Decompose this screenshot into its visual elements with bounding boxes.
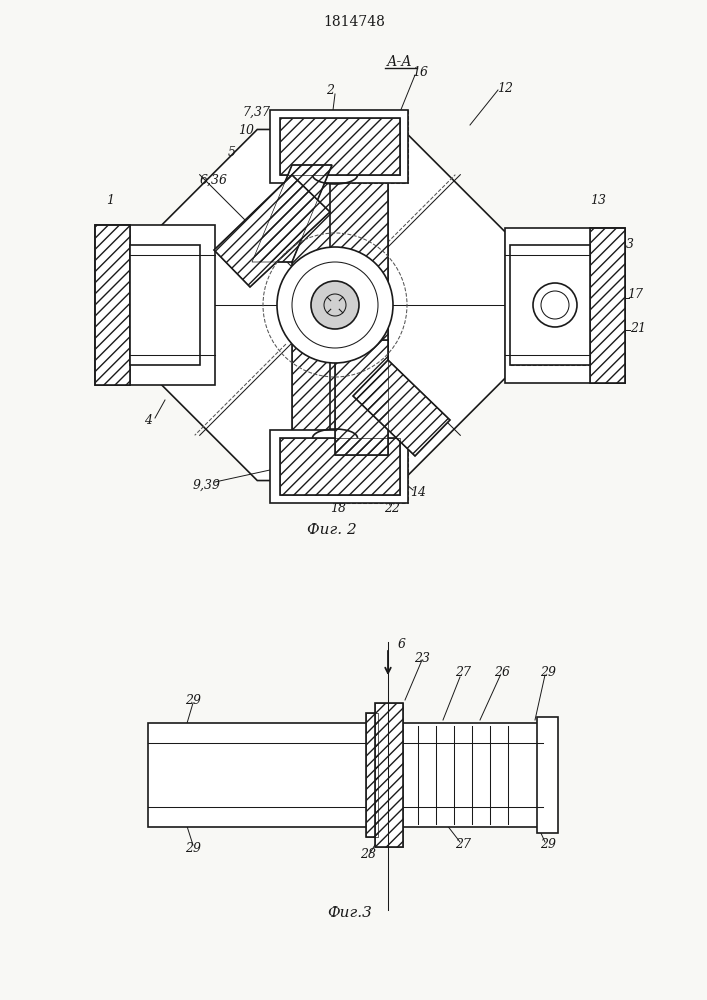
Circle shape bbox=[541, 291, 569, 319]
Text: 6,36: 6,36 bbox=[200, 174, 228, 186]
Text: 3: 3 bbox=[626, 238, 634, 251]
Circle shape bbox=[533, 283, 577, 327]
Text: 14: 14 bbox=[410, 486, 426, 498]
Text: 29: 29 bbox=[540, 838, 556, 852]
Polygon shape bbox=[537, 717, 558, 833]
Text: 18: 18 bbox=[330, 502, 346, 514]
Text: 16: 16 bbox=[412, 66, 428, 79]
Text: 21: 21 bbox=[630, 322, 646, 334]
Text: 22: 22 bbox=[384, 502, 400, 514]
Polygon shape bbox=[353, 360, 450, 456]
Text: 26: 26 bbox=[494, 666, 510, 680]
Text: 13: 13 bbox=[590, 194, 606, 207]
Circle shape bbox=[277, 247, 393, 363]
Text: 5: 5 bbox=[228, 146, 236, 159]
Polygon shape bbox=[252, 165, 332, 262]
Polygon shape bbox=[270, 430, 408, 503]
Polygon shape bbox=[375, 703, 403, 847]
Polygon shape bbox=[148, 723, 383, 827]
Text: 10: 10 bbox=[238, 123, 254, 136]
Polygon shape bbox=[95, 225, 130, 385]
Polygon shape bbox=[335, 340, 388, 455]
Polygon shape bbox=[280, 438, 400, 495]
Text: Фиг. 2: Фиг. 2 bbox=[307, 523, 357, 537]
Text: 29: 29 bbox=[185, 842, 201, 854]
Polygon shape bbox=[366, 713, 378, 837]
Text: 29: 29 bbox=[540, 666, 556, 678]
Text: 4: 4 bbox=[144, 414, 152, 426]
Polygon shape bbox=[214, 175, 330, 287]
Polygon shape bbox=[270, 110, 408, 183]
Text: 2: 2 bbox=[326, 84, 334, 97]
Polygon shape bbox=[280, 118, 400, 175]
Text: 27: 27 bbox=[455, 666, 471, 680]
Text: 9,39: 9,39 bbox=[193, 479, 221, 491]
Text: 27: 27 bbox=[455, 838, 471, 852]
Text: 12: 12 bbox=[497, 82, 513, 95]
Text: 7,37: 7,37 bbox=[242, 105, 270, 118]
Text: 17: 17 bbox=[627, 288, 643, 302]
Polygon shape bbox=[95, 225, 215, 385]
Polygon shape bbox=[505, 228, 625, 383]
Text: 23: 23 bbox=[414, 652, 430, 664]
Circle shape bbox=[311, 281, 359, 329]
Polygon shape bbox=[50, 620, 660, 920]
Polygon shape bbox=[292, 155, 388, 458]
Polygon shape bbox=[510, 245, 590, 365]
Polygon shape bbox=[130, 245, 200, 365]
Text: 1814748: 1814748 bbox=[323, 15, 385, 29]
Polygon shape bbox=[590, 228, 625, 383]
Text: 28: 28 bbox=[360, 848, 376, 861]
Text: А-А: А-А bbox=[387, 55, 413, 69]
Text: 1: 1 bbox=[106, 194, 114, 207]
Text: Фиг.3: Фиг.3 bbox=[327, 906, 373, 920]
Text: 29: 29 bbox=[185, 694, 201, 706]
Polygon shape bbox=[154, 129, 506, 481]
Polygon shape bbox=[383, 723, 543, 827]
Text: 6: 6 bbox=[398, 639, 406, 652]
